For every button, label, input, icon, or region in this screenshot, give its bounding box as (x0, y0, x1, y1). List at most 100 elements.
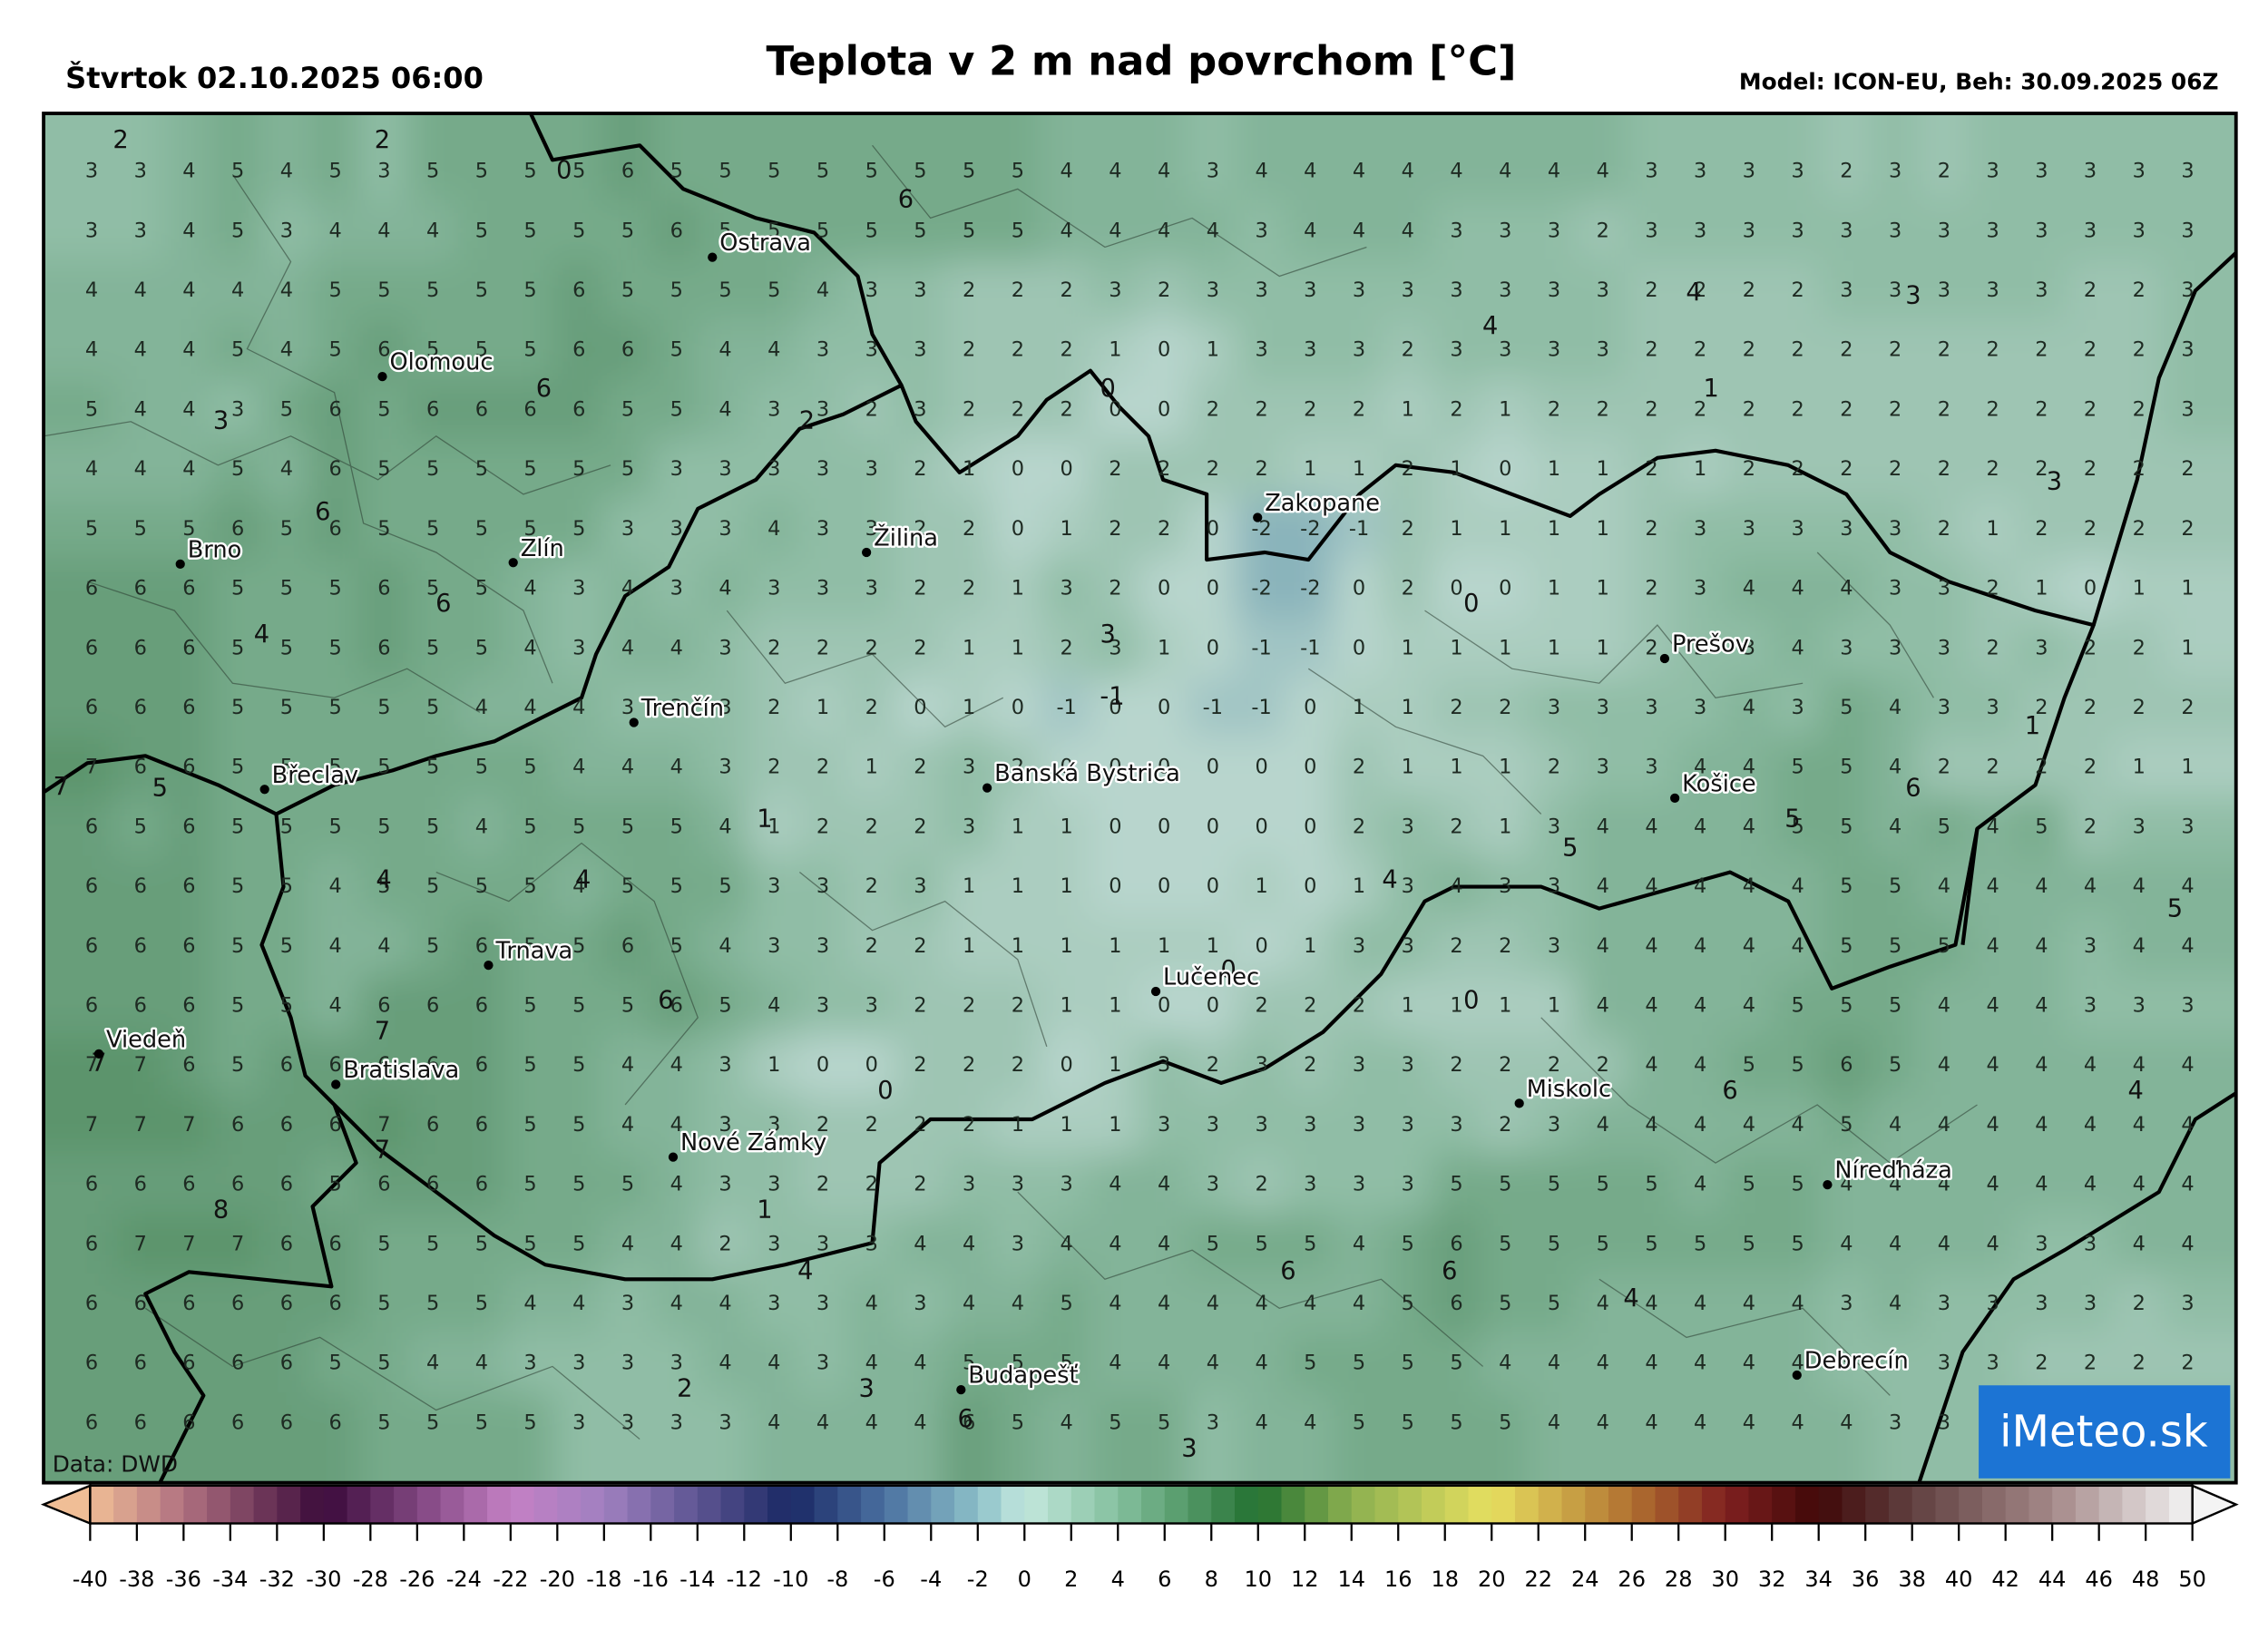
colorbar-segment (1188, 1485, 1212, 1524)
grid-value: 1 (2181, 636, 2194, 659)
temperature-cell (1480, 796, 1531, 858)
temperature-cell (1041, 498, 1092, 561)
grid-value: 6 (182, 1053, 195, 1077)
temperature-cell (1041, 558, 1092, 620)
grid-value: 2 (1499, 1053, 1511, 1077)
temperature-cell (748, 113, 800, 202)
temperature-cell (309, 379, 361, 441)
grid-value: 3 (670, 1410, 683, 1434)
grid-value: 4 (2035, 1173, 2048, 1196)
temperature-cell (2065, 319, 2116, 381)
grid-value: 3 (85, 160, 98, 183)
temperature-cell (44, 975, 118, 1037)
temperature-cell (1528, 1332, 1580, 1394)
grid-value: 5 (1402, 1232, 1414, 1255)
city-marker (1514, 1098, 1524, 1108)
grid-value: 4 (1889, 815, 1901, 838)
grid-value: 1 (1353, 457, 1365, 481)
grid-value: 3 (2035, 1232, 2048, 1255)
temperature-cell (1334, 319, 1385, 381)
grid-value: 5 (572, 1232, 585, 1255)
grid-value: 5 (1694, 1232, 1706, 1255)
temperature-cell (650, 915, 702, 977)
grid-value: 6 (85, 1173, 98, 1196)
grid-value: 3 (2035, 278, 2048, 302)
temperature-cell (1187, 915, 1238, 977)
temperature-cell (1626, 796, 1677, 858)
temperature-cell (1626, 259, 1677, 322)
grid-value: 4 (1645, 1352, 1657, 1375)
temperature-cell (1041, 259, 1092, 322)
grid-value: 4 (1548, 1352, 1560, 1375)
temperature-cell (1528, 677, 1580, 739)
grid-value: 5 (328, 1352, 341, 1375)
grid-value: 3 (816, 934, 829, 958)
temperature-cell (44, 379, 118, 441)
temperature-cell (1772, 855, 1823, 918)
temperature-cell (748, 1154, 800, 1215)
grid-value: 4 (1402, 219, 1414, 242)
temperature-cell (358, 259, 410, 322)
grid-value: 5 (1499, 1292, 1511, 1315)
temperature-cell (846, 438, 897, 501)
grid-value: 3 (719, 1113, 731, 1137)
grid-value: 3 (1402, 934, 1414, 958)
temperature-cell (163, 855, 215, 918)
temperature-cell (992, 677, 1043, 739)
temperature-cell (455, 1154, 507, 1215)
colorbar-segment (2028, 1485, 2053, 1524)
temperature-cell (553, 975, 605, 1037)
temperature-cell (1528, 1214, 1580, 1275)
colorbar-tick-label: -30 (306, 1567, 341, 1592)
temperature-cell (699, 677, 751, 739)
temperature-cell (1626, 1035, 1677, 1097)
contour-label: 3 (1181, 1434, 1197, 1462)
grid-value: 1 (1012, 934, 1024, 958)
grid-value: 3 (914, 397, 926, 421)
temperature-cell (2016, 558, 2068, 620)
temperature-cell (1334, 1094, 1385, 1157)
grid-value: 4 (328, 934, 341, 958)
grid-value: 0 (1109, 756, 1121, 779)
temperature-cell (748, 1094, 800, 1157)
grid-value: 3 (1743, 636, 1755, 659)
temperature-cell (1528, 319, 1580, 381)
temperature-cell (2113, 1214, 2165, 1275)
temperature-cell (1821, 915, 1872, 977)
temperature-cell (894, 796, 946, 858)
temperature-cell (407, 1214, 459, 1275)
temperature-cell (2016, 677, 2068, 739)
temperature-cell (943, 379, 995, 441)
temperature-cell (358, 498, 410, 561)
temperature-cell (553, 558, 605, 620)
grid-value: 3 (1840, 219, 1853, 242)
grid-value: 6 (1840, 1053, 1853, 1077)
grid-value: 6 (134, 577, 147, 600)
grid-value: 6 (134, 1352, 147, 1375)
grid-value: 4 (1792, 1113, 1804, 1137)
colorbar-segment (674, 1485, 699, 1524)
temperature-cell (2065, 855, 2116, 918)
temperature-cell (1967, 200, 2019, 262)
grid-value: 5 (523, 1410, 536, 1434)
temperature-cell (1187, 1214, 1238, 1275)
grid-value: 5 (377, 1292, 390, 1315)
grid-value: 5 (475, 756, 488, 779)
temperature-cell (1139, 259, 1190, 322)
temperature-cell (992, 319, 1043, 381)
colorbar-segment (416, 1485, 442, 1524)
grid-value: 5 (523, 219, 536, 242)
grid-value: 5 (523, 1173, 536, 1196)
grid-value: 4 (670, 1292, 683, 1315)
temperature-cell (1382, 1273, 1433, 1335)
grid-value: 5 (85, 397, 98, 421)
grid-value: 4 (1743, 696, 1755, 719)
temperature-cell (1334, 438, 1385, 501)
grid-value: 5 (572, 1053, 585, 1077)
grid-value: 2 (2133, 696, 2146, 719)
grid-value: 0 (816, 1053, 829, 1077)
grid-value: 1 (1499, 756, 1511, 779)
grid-value: 2 (2133, 397, 2146, 421)
temperature-cell (163, 259, 215, 322)
grid-value: 5 (426, 1232, 439, 1255)
